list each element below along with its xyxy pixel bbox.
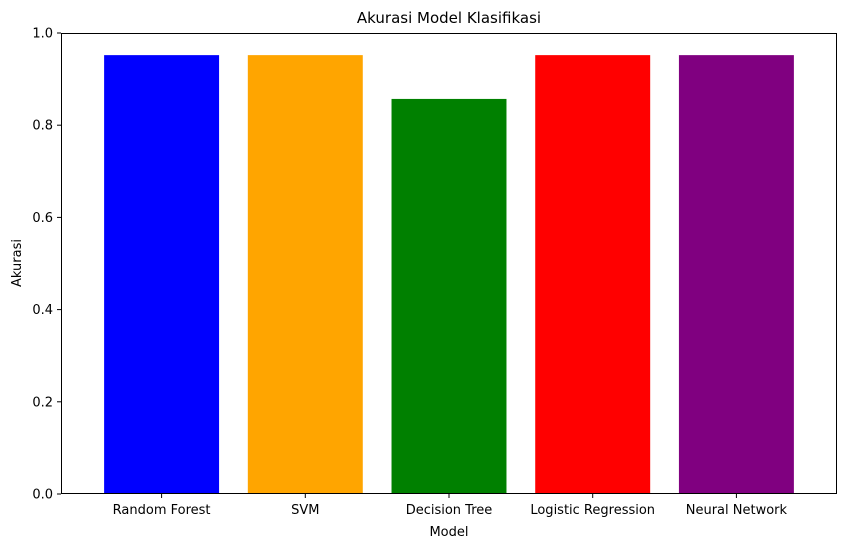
- y-axis-ticks: 0.0 0.2 0.4 0.6 0.8 1.0: [32, 27, 61, 503]
- y-tick-label: 0.8: [32, 119, 53, 134]
- chart-title: Akurasi Model Klasifikasi: [357, 9, 541, 27]
- y-tick-label: 0.2: [32, 395, 53, 410]
- bar: [104, 55, 220, 495]
- x-axis-label: Model: [429, 525, 468, 540]
- x-tick-label: Neural Network: [686, 503, 788, 518]
- x-tick-label: Logistic Regression: [530, 503, 655, 518]
- y-tick-label: 0.6: [32, 211, 53, 226]
- x-tick-label: Random Forest: [113, 503, 211, 518]
- bar: [391, 98, 507, 494]
- x-axis-ticks: Random Forest SVM Decision Tree Logistic Re…: [113, 494, 788, 518]
- x-tick-label: SVM: [291, 503, 319, 518]
- y-tick-label: 1.0: [32, 27, 53, 42]
- plot-frame: [61, 33, 837, 494]
- bar: [678, 55, 794, 495]
- y-axis-label: Akurasi: [10, 239, 25, 287]
- bar: [247, 55, 363, 495]
- x-tick-label: Decision Tree: [406, 503, 493, 518]
- y-tick-label: 0.4: [32, 303, 53, 318]
- y-tick-label: 0.0: [32, 488, 53, 503]
- bars-group: [104, 55, 794, 495]
- bar: [535, 55, 651, 495]
